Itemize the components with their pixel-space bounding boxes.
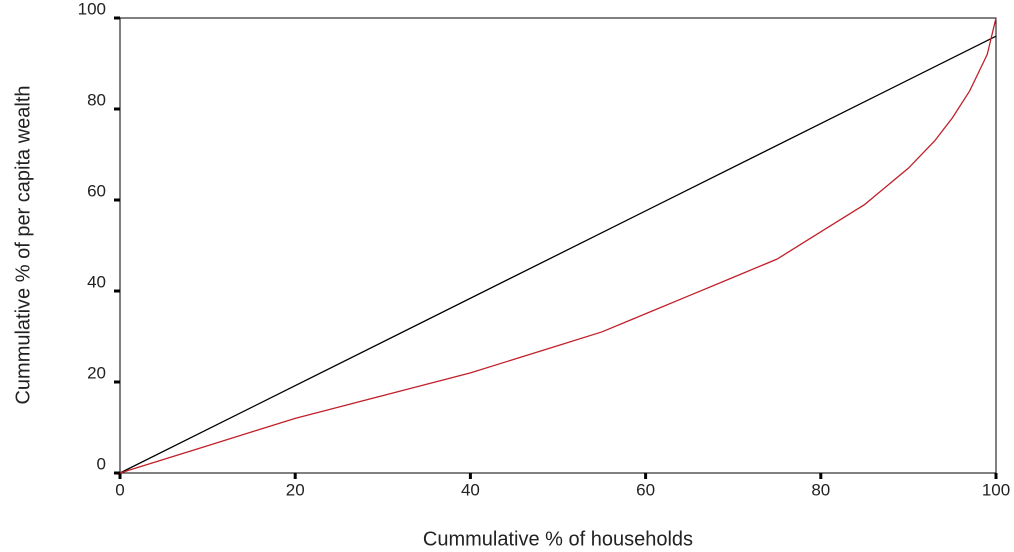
y-tick-label: 60 <box>87 181 106 200</box>
x-tick-label: 100 <box>982 480 1010 499</box>
x-tick-label: 0 <box>115 480 124 499</box>
y-tick-label: 20 <box>87 363 106 382</box>
plot-frame <box>119 17 997 474</box>
series-line <box>119 17 997 474</box>
x-tick-label: 40 <box>461 480 480 499</box>
x-tick-label: 60 <box>636 480 655 499</box>
x-tick-label: 80 <box>811 480 830 499</box>
y-tick-label: 80 <box>87 90 106 109</box>
y-tick-label: 0 <box>97 454 106 473</box>
x-tick-label: 20 <box>286 480 305 499</box>
x-axis-title: Cummulative % of households <box>423 528 693 550</box>
y-tick-label: 40 <box>87 272 106 291</box>
y-tick-label: 100 <box>78 0 106 18</box>
y-axis-title: Cummulative % of per capita wealth <box>12 85 34 404</box>
series-line <box>119 35 997 474</box>
